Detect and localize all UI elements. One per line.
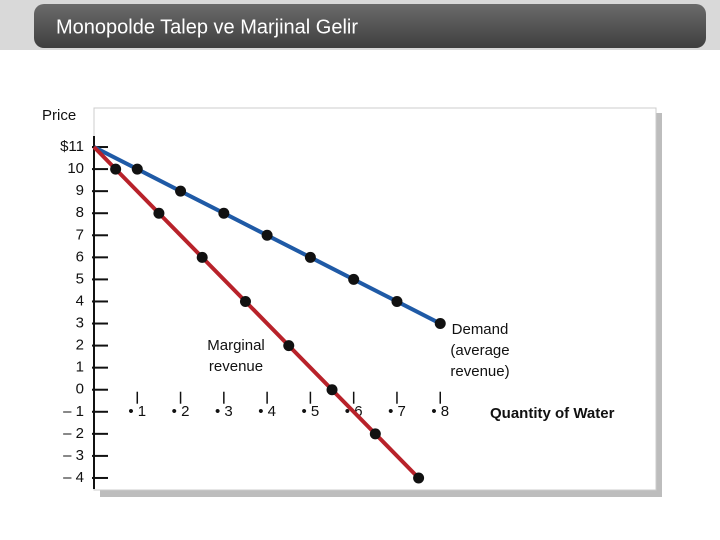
data-point	[391, 295, 403, 307]
data-point	[153, 207, 165, 219]
annotation-line: revenue)	[450, 363, 509, 380]
y-tick-label: 5	[76, 270, 84, 287]
data-point	[218, 207, 230, 219]
data-point	[413, 472, 425, 484]
annotation-line: (average	[450, 342, 509, 359]
copyright: Copyright © 2004 South-Western	[520, 530, 623, 538]
data-point	[261, 229, 273, 241]
y-tick-label: 3	[76, 315, 84, 332]
y-tick-label: 0	[76, 381, 84, 398]
x-tick-label: • 3	[215, 403, 233, 420]
y-tick-label: 9	[76, 182, 84, 199]
data-point	[131, 163, 143, 175]
x-tick-label: • 5	[302, 403, 320, 420]
annotation-line: Demand	[452, 321, 509, 338]
data-point	[175, 185, 187, 197]
x-tick-label: • 1	[128, 403, 146, 420]
data-point	[326, 384, 338, 396]
y-tick-label: – 4	[63, 469, 84, 486]
x-axis-label: Quantity of Water	[490, 405, 615, 422]
data-point	[110, 163, 122, 175]
y-tick-label: 4	[76, 292, 84, 309]
annotation: Demand (average revenue)	[450, 321, 509, 380]
x-tick-label: • 8	[431, 403, 449, 420]
y-tick-label: $11	[60, 138, 84, 155]
y-tick-label: 6	[76, 248, 84, 265]
y-tick-label: – 1	[63, 403, 84, 420]
title-bar	[34, 4, 706, 48]
data-point	[196, 251, 208, 263]
x-tick-label: • 7	[388, 403, 406, 420]
x-tick-label: • 2	[172, 403, 190, 420]
x-tick-label: • 4	[258, 403, 276, 420]
data-point	[283, 340, 295, 352]
data-point	[369, 428, 381, 440]
data-point	[434, 318, 446, 330]
annotation-line: revenue	[209, 358, 263, 375]
data-point	[304, 251, 316, 263]
y-tick-label: 2	[76, 337, 84, 354]
y-tick-label: 7	[76, 226, 84, 243]
data-point	[348, 273, 360, 285]
data-point	[239, 295, 251, 307]
chart-title: Monopolde Talep ve Marjinal Gelir	[56, 16, 358, 38]
plot-panel	[93, 107, 657, 491]
y-tick-label: 1	[76, 359, 84, 376]
y-tick-label: 10	[67, 160, 84, 177]
annotation-line: Marginal	[207, 337, 265, 354]
annotation: Marginal revenue	[207, 337, 265, 375]
y-tick-label: – 2	[63, 425, 84, 442]
y-tick-label: – 3	[63, 447, 84, 464]
y-axis-label: Price	[42, 107, 76, 124]
y-tick-label: 8	[76, 204, 84, 221]
